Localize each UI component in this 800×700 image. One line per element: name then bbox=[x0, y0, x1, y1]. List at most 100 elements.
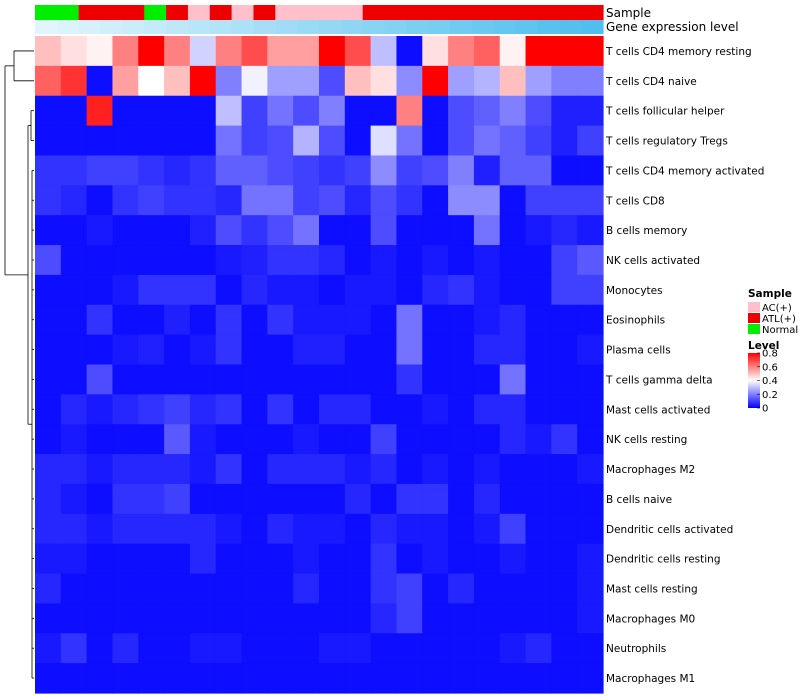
legend-level-title: Level bbox=[748, 340, 779, 352]
heatmap-cell bbox=[396, 543, 423, 575]
row-dendrogram bbox=[4, 50, 34, 679]
sample-annotation-cell bbox=[493, 5, 517, 20]
heatmap-cell bbox=[448, 185, 475, 216]
row-label: T cells follicular helper bbox=[605, 106, 725, 118]
heatmap-cell bbox=[164, 334, 191, 366]
heatmap-cell bbox=[551, 125, 578, 157]
expression-annotation-cell bbox=[78, 20, 102, 34]
heatmap-cell bbox=[60, 513, 88, 545]
heatmap-cell bbox=[215, 603, 243, 634]
row-label: Dendritic cells resting bbox=[606, 554, 721, 566]
sample-annotation-cell bbox=[428, 5, 451, 20]
heatmap-cell bbox=[267, 483, 294, 515]
heatmap-cell bbox=[473, 603, 501, 634]
heatmap-cell bbox=[499, 543, 527, 575]
heatmap-cells bbox=[35, 36, 604, 694]
heatmap-cell bbox=[164, 603, 191, 634]
heatmap-cell bbox=[112, 334, 139, 366]
heatmap-cell bbox=[499, 663, 527, 694]
heatmap-cell bbox=[319, 65, 346, 97]
legend-sample-items: AC(+)ATL(+)Normal bbox=[748, 302, 798, 336]
heatmap-cell bbox=[551, 245, 578, 276]
heatmap-cell bbox=[267, 633, 294, 664]
legend-tick-label: 0.8 bbox=[762, 349, 778, 360]
heatmap-cell bbox=[86, 513, 114, 545]
heatmap-cell bbox=[86, 424, 114, 455]
heatmap-cell bbox=[422, 663, 449, 694]
heatmap-cell bbox=[215, 36, 243, 67]
heatmap-cell bbox=[138, 543, 165, 575]
heatmap-cell bbox=[293, 125, 320, 157]
heatmap-cell bbox=[344, 274, 372, 306]
heatmap-cell bbox=[293, 245, 320, 276]
heatmap-cell bbox=[241, 274, 268, 306]
sample-annotation-cell bbox=[581, 5, 604, 20]
heatmap-cell bbox=[319, 424, 346, 455]
row-label: T cells CD4 memory resting bbox=[605, 46, 752, 58]
heatmap-cell bbox=[215, 334, 243, 366]
heatmap-cell bbox=[448, 215, 475, 246]
heatmap-cell bbox=[344, 245, 372, 276]
row-label: B cells naive bbox=[606, 494, 672, 506]
heatmap-cell bbox=[577, 364, 604, 395]
heatmap-cell bbox=[293, 65, 320, 97]
expression-annotation-label: Gene expression level bbox=[606, 20, 739, 34]
sample-annotation-cell bbox=[515, 5, 539, 20]
heatmap-cell bbox=[396, 663, 423, 694]
heatmap-cell bbox=[525, 543, 552, 575]
heatmap-cell bbox=[215, 483, 243, 515]
heatmap-cell bbox=[473, 215, 501, 246]
expression-annotation-cell bbox=[515, 20, 539, 34]
heatmap-cell bbox=[267, 394, 294, 425]
heatmap-cell bbox=[35, 394, 62, 425]
heatmap-cell bbox=[86, 364, 114, 395]
sample-annotation-cell bbox=[56, 5, 80, 20]
heatmap-cell bbox=[448, 245, 475, 276]
heatmap-cell bbox=[344, 215, 372, 246]
heatmap-cell bbox=[370, 245, 398, 276]
heatmap-cell bbox=[241, 125, 268, 157]
heatmap-cell bbox=[344, 304, 372, 336]
heatmap-cell bbox=[112, 573, 139, 605]
heatmap-cell bbox=[241, 245, 268, 276]
heatmap-cell bbox=[525, 394, 552, 425]
heatmap-cell bbox=[473, 274, 501, 306]
heatmap-cell bbox=[525, 95, 552, 127]
heatmap-cell bbox=[319, 125, 346, 157]
heatmap-cell bbox=[138, 304, 165, 336]
expression-annotation-cell bbox=[297, 20, 320, 34]
heatmap-cell bbox=[344, 394, 372, 425]
heatmap-cell bbox=[241, 424, 268, 455]
heatmap-cell bbox=[473, 334, 501, 366]
heatmap-cell bbox=[370, 274, 398, 306]
heatmap-cell bbox=[396, 185, 423, 216]
heatmap-cell bbox=[241, 573, 268, 605]
heatmap-cell bbox=[112, 215, 139, 246]
expression-annotation-cell bbox=[275, 20, 298, 34]
heatmap-cell bbox=[267, 543, 294, 575]
sample-annotation-cell bbox=[78, 5, 102, 20]
heatmap-cell bbox=[577, 633, 604, 664]
heatmap-cell bbox=[112, 543, 139, 575]
heatmap-cell bbox=[293, 633, 320, 664]
heatmap-cell bbox=[189, 215, 217, 246]
heatmap-cell bbox=[319, 633, 346, 664]
heatmap-cell bbox=[577, 304, 604, 336]
heatmap-cell bbox=[577, 274, 604, 306]
heatmap-cell bbox=[35, 513, 62, 545]
heatmap-cell bbox=[344, 36, 372, 67]
expression-annotation-cell bbox=[384, 20, 407, 34]
heatmap-cell bbox=[293, 454, 320, 485]
heatmap-cell bbox=[551, 483, 578, 515]
heatmap-cell bbox=[473, 424, 501, 455]
heatmap-cell bbox=[344, 364, 372, 395]
heatmap-cell bbox=[164, 125, 191, 157]
heatmap-cell bbox=[473, 364, 501, 395]
heatmap-cell bbox=[293, 424, 320, 455]
heatmap-cell bbox=[35, 573, 62, 605]
heatmap-cell bbox=[473, 663, 501, 694]
heatmap-cell bbox=[344, 155, 372, 186]
heatmap-cell bbox=[499, 603, 527, 634]
heatmap-cell bbox=[525, 334, 552, 366]
heatmap-cell bbox=[473, 185, 501, 216]
